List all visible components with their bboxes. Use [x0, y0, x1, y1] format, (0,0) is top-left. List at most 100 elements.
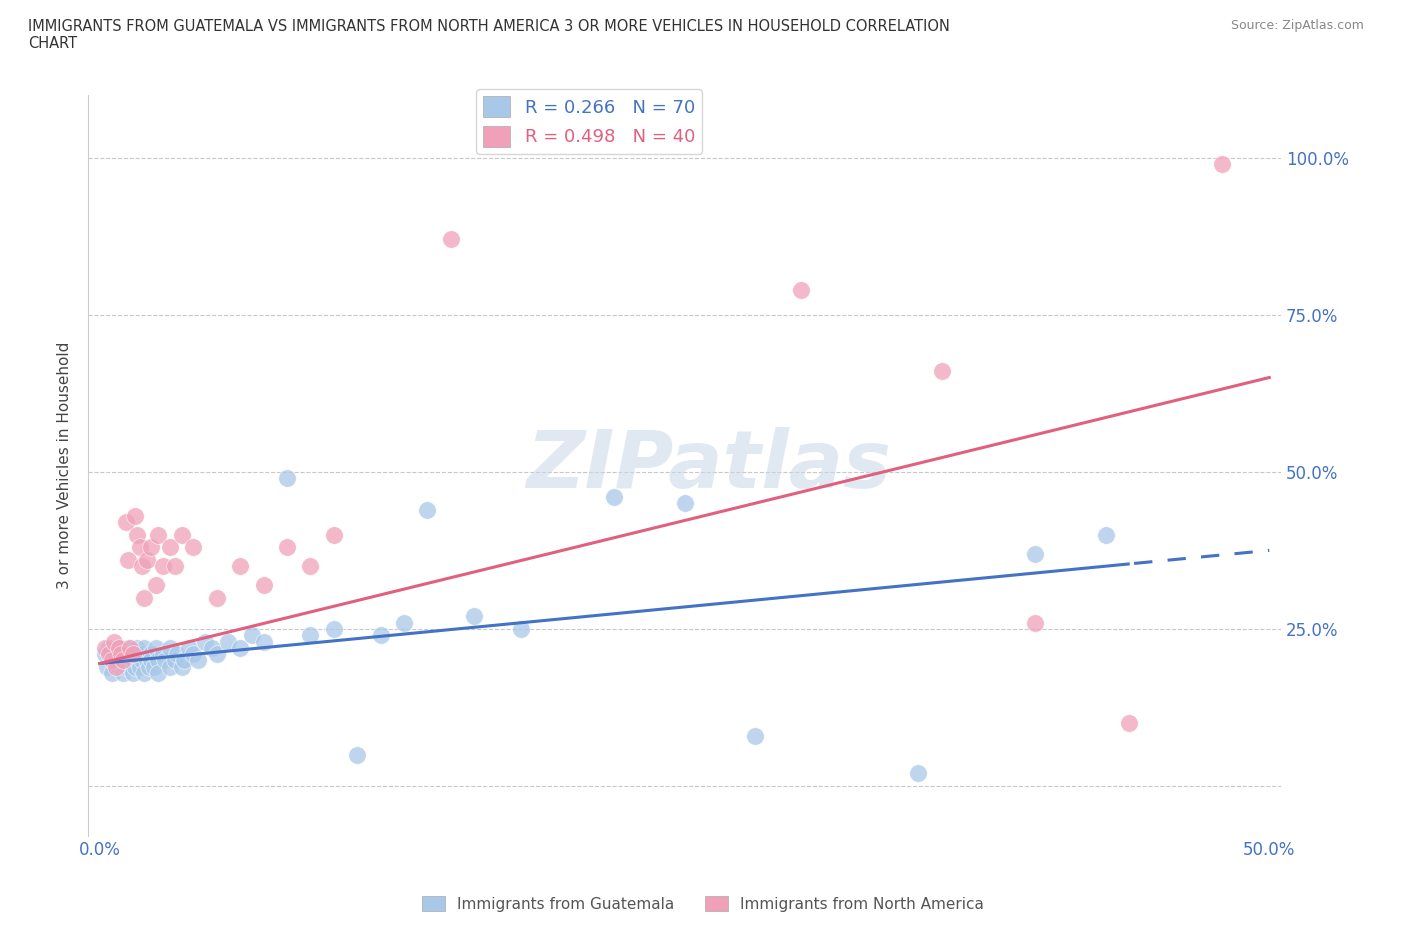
Point: [141, 646, 163, 661]
Point: [105, 653, 128, 668]
Point: [152, 646, 174, 661]
Point: [141, 653, 163, 668]
Point: [103, 646, 125, 661]
Point: [299, 559, 322, 574]
Point: [138, 659, 160, 674]
Point: [124, 659, 146, 674]
Point: [117, 552, 139, 567]
Point: [103, 634, 125, 649]
Point: [509, 621, 531, 636]
Point: [440, 232, 463, 246]
Legend: R = 0.266   N = 70, R = 0.498   N = 40: R = 0.266 N = 70, R = 0.498 N = 40: [477, 89, 703, 154]
Point: [166, 646, 188, 661]
Point: [322, 527, 344, 542]
Point: [124, 646, 146, 661]
Point: [218, 634, 240, 649]
Point: [107, 641, 129, 656]
Point: [148, 653, 170, 668]
Point: [100, 653, 122, 668]
Text: IMMIGRANTS FROM GUATEMALA VS IMMIGRANTS FROM NORTH AMERICA 3 OR MORE VEHICLES IN: IMMIGRANTS FROM GUATEMALA VS IMMIGRANTS …: [28, 19, 950, 51]
Point: [183, 539, 205, 554]
Point: [240, 628, 263, 643]
Point: [1094, 527, 1116, 542]
Point: [128, 659, 150, 674]
Point: [463, 609, 485, 624]
Point: [170, 527, 193, 542]
Point: [392, 616, 415, 631]
Point: [194, 634, 217, 649]
Point: [299, 628, 322, 643]
Point: [159, 641, 181, 656]
Point: [177, 641, 200, 656]
Point: [931, 364, 953, 379]
Point: [205, 646, 228, 661]
Point: [120, 641, 142, 656]
Point: [907, 766, 929, 781]
Point: [142, 659, 165, 674]
Point: [322, 621, 344, 636]
Point: [1024, 616, 1046, 631]
Point: [120, 659, 142, 674]
Point: [127, 653, 149, 668]
Point: [114, 646, 136, 661]
Point: [159, 659, 181, 674]
Point: [124, 509, 146, 524]
Point: [603, 489, 626, 504]
Point: [105, 659, 128, 674]
Point: [163, 653, 186, 668]
Point: [100, 653, 122, 668]
Point: [346, 747, 368, 762]
Point: [134, 641, 156, 656]
Point: [370, 628, 392, 643]
Point: [107, 659, 129, 674]
Point: [114, 659, 136, 674]
Point: [121, 653, 143, 668]
Point: [96, 659, 118, 674]
Legend: Immigrants from Guatemala, Immigrants from North America: Immigrants from Guatemala, Immigrants fr…: [416, 889, 990, 918]
Point: [135, 653, 157, 668]
Point: [673, 496, 696, 511]
Point: [100, 666, 122, 681]
Point: [117, 653, 139, 668]
Point: [110, 646, 132, 661]
Point: [112, 653, 135, 668]
Point: [145, 641, 167, 656]
Point: [1024, 546, 1046, 561]
Point: [145, 578, 167, 592]
Point: [107, 641, 129, 656]
Point: [744, 728, 766, 743]
Point: [127, 641, 149, 656]
Point: [159, 539, 181, 554]
Point: [416, 502, 439, 517]
Point: [229, 641, 252, 656]
Text: ZIPatlas: ZIPatlas: [526, 427, 891, 504]
Point: [98, 641, 121, 656]
Point: [1118, 716, 1140, 731]
Point: [187, 653, 209, 668]
Point: [173, 653, 195, 668]
Text: Source: ZipAtlas.com: Source: ZipAtlas.com: [1230, 19, 1364, 32]
Point: [148, 527, 170, 542]
Point: [276, 539, 298, 554]
Point: [114, 514, 136, 529]
Point: [152, 559, 174, 574]
Point: [183, 646, 205, 661]
Point: [128, 539, 150, 554]
Point: [1211, 156, 1233, 171]
Point: [790, 282, 813, 297]
Point: [229, 559, 252, 574]
Point: [135, 552, 157, 567]
Point: [121, 666, 143, 681]
Point: [252, 578, 274, 592]
Point: [276, 471, 298, 485]
Point: [117, 641, 139, 656]
Point: [148, 666, 170, 681]
Point: [112, 653, 135, 668]
Point: [163, 559, 186, 574]
Point: [155, 653, 177, 668]
Point: [252, 634, 274, 649]
Point: [98, 646, 121, 661]
Point: [93, 646, 115, 661]
Point: [205, 590, 228, 604]
Point: [127, 527, 149, 542]
